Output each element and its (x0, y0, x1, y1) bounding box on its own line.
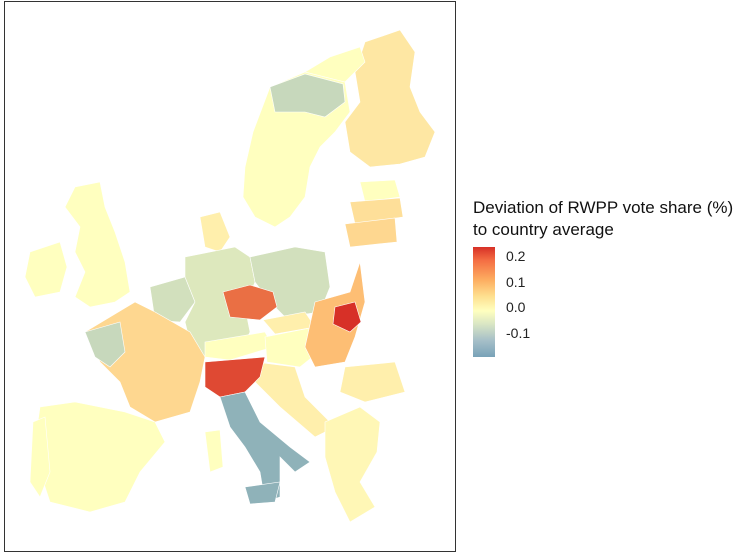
region-sardinia (204, 429, 224, 473)
region-estonia (359, 179, 401, 203)
region-italy-south (219, 391, 311, 503)
choropleth-map (4, 1, 456, 552)
region-romania-east (332, 301, 362, 333)
map-canvas (24, 29, 436, 523)
region-sweden-central (269, 73, 346, 118)
colorbar-gradient (473, 247, 495, 357)
legend-title: Deviation of RWPP vote share (%) to coun… (473, 197, 743, 241)
region-ireland (24, 241, 68, 298)
colorbar-tick-label: -0.1 (506, 325, 531, 341)
region-bulgaria (339, 361, 406, 403)
region-finland (344, 29, 436, 168)
region-austria (204, 331, 274, 361)
colorbar-tick-label: 0.1 (506, 274, 526, 290)
region-france-west (84, 321, 126, 368)
region-denmark (199, 211, 231, 253)
region-croatia (254, 361, 336, 438)
region-norway-coast (304, 46, 366, 83)
legend-title-line-2: to country average (473, 220, 614, 239)
region-latvia (349, 197, 404, 225)
colorbar-tick-label: 0.2 (506, 248, 526, 264)
colorbar-tick (495, 332, 501, 333)
legend-colorbar: 0.2 0.1 0.0 -0.1 (473, 247, 743, 357)
region-italy-north (204, 356, 266, 398)
region-sicily (244, 481, 281, 505)
map-legend: Deviation of RWPP vote share (%) to coun… (473, 197, 743, 357)
region-uk (64, 181, 131, 308)
region-greece (324, 406, 381, 523)
region-lithuania (344, 217, 398, 248)
colorbar-tick (495, 306, 501, 307)
colorbar-tick-label: 0.0 (506, 299, 526, 315)
colorbar-tick (495, 255, 501, 256)
region-portugal (29, 416, 51, 498)
colorbar-tick (495, 281, 501, 282)
legend-title-line-1: Deviation of RWPP vote share (%) (473, 198, 734, 217)
region-spain (34, 401, 166, 513)
region-czechia (222, 284, 278, 321)
